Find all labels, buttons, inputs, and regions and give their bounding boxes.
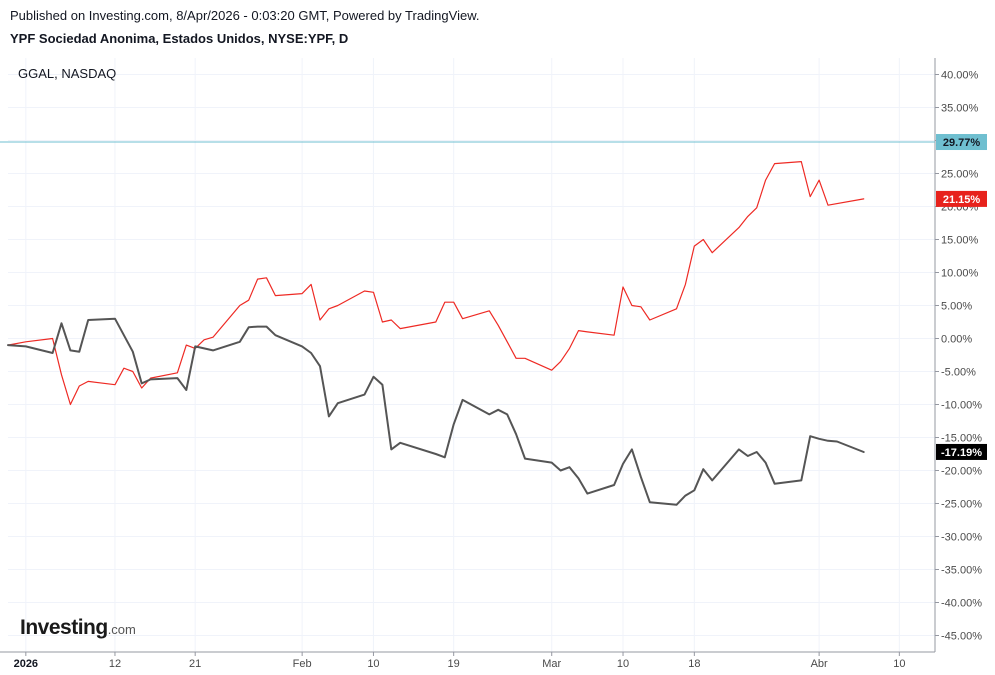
series-line-ypf [7, 161, 865, 406]
logo-suffix-text: .com [107, 622, 136, 637]
price-badges: 29.77% 21.15% -17.19% [936, 134, 987, 460]
y-tick-label: 10.00% [941, 268, 979, 280]
reference-badge-label: 29.77% [943, 137, 981, 149]
last-value-badge-ypf [936, 190, 987, 207]
investing-logo: Investing.com [20, 616, 136, 640]
series-group [7, 161, 865, 506]
x-tick-label: 10 [367, 658, 379, 670]
y-tick-label: -35.00% [941, 565, 982, 577]
symbol-title: YPF Sociedad Anonima, Estados Unidos, NY… [10, 31, 349, 46]
axes [0, 58, 936, 653]
y-tick-label: -10.00% [941, 400, 982, 412]
reference-badge [936, 134, 987, 151]
y-tick-label: -15.00% [941, 433, 982, 445]
x-tick-label: 10 [893, 658, 905, 670]
logo-main-text: Investing [20, 616, 108, 639]
y-tick-label: -5.00% [941, 367, 976, 379]
y-tick-label: -25.00% [941, 499, 982, 511]
last-value-label-ypf: 21.15% [943, 194, 981, 206]
x-tick-label: Feb [293, 658, 312, 670]
x-tick-label: 19 [448, 658, 460, 670]
x-tick-label: 18 [688, 658, 700, 670]
y-tick-label: -30.00% [941, 532, 982, 544]
grid [8, 58, 935, 652]
x-tick-label: Abr [811, 658, 828, 670]
x-axis-ticks: 2026 12 21 Feb 10 19 Mar 10 18 Abr 10 [14, 652, 905, 670]
y-tick-label: 40.00% [941, 70, 979, 82]
y-tick-label: 35.00% [941, 103, 979, 115]
last-value-label-ggal: -17.19% [941, 447, 982, 459]
x-tick-label: 10 [617, 658, 629, 670]
y-axis-ticks: 40.00%35.00%30.00%25.00%20.00%15.00%10.0… [935, 70, 982, 643]
x-tick-label: 2026 [14, 658, 38, 670]
published-caption: Published on Investing.com, 8/Apr/2026 -… [10, 8, 480, 23]
last-value-badge-ggal [936, 443, 987, 460]
legend-label: GGAL, NASDAQ [18, 66, 116, 81]
series-line-ggal [7, 317, 865, 506]
x-tick-label: 21 [189, 658, 201, 670]
y-tick-label: -20.00% [941, 466, 982, 478]
y-tick-label: 5.00% [941, 301, 972, 313]
y-tick-label: -40.00% [941, 598, 982, 610]
y-tick-label: -45.00% [941, 631, 982, 643]
x-tick-label: Mar [542, 658, 561, 670]
y-tick-label: 15.00% [941, 235, 979, 247]
y-tick-label: 0.00% [941, 334, 972, 346]
x-tick-label: 12 [109, 658, 121, 670]
y-tick-label: 25.00% [941, 169, 979, 181]
